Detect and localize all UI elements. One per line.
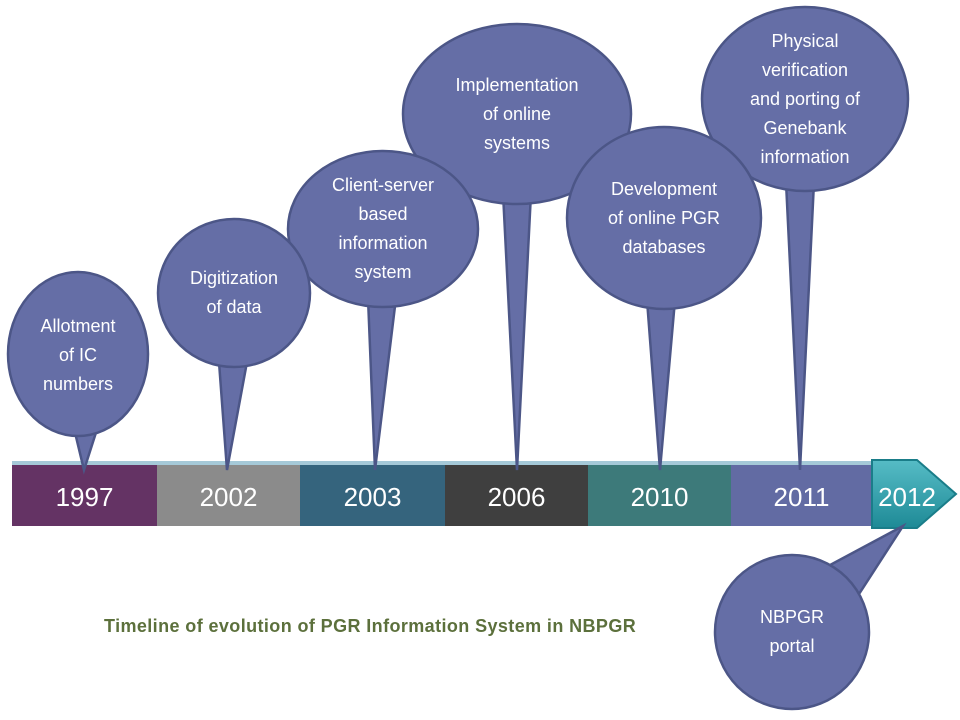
tail-development	[645, 298, 677, 471]
tail-client-server	[366, 296, 398, 471]
bubble-physical-verification	[700, 5, 910, 193]
timeline-top-edge	[12, 461, 872, 465]
bubble-implementation	[401, 22, 633, 206]
bubble-development	[565, 125, 763, 311]
segment-2011	[731, 465, 872, 526]
tail-implementation	[501, 191, 533, 471]
bubble-nbpgr-portal	[713, 553, 871, 711]
slide-caption: Timeline of evolution of PGR Information…	[104, 616, 637, 636]
segment-2006	[445, 465, 588, 526]
segment-2002	[157, 465, 300, 526]
bubble-allotment	[6, 270, 150, 438]
segment-1997	[12, 465, 157, 526]
segment-2010	[588, 465, 731, 526]
segment-2003	[300, 465, 445, 526]
tail-digitization	[217, 360, 249, 471]
tail-physical-verification	[784, 180, 816, 471]
bubble-client-server	[286, 149, 480, 309]
segment-2012-arrow	[871, 459, 958, 529]
bubble-digitization	[156, 217, 312, 369]
